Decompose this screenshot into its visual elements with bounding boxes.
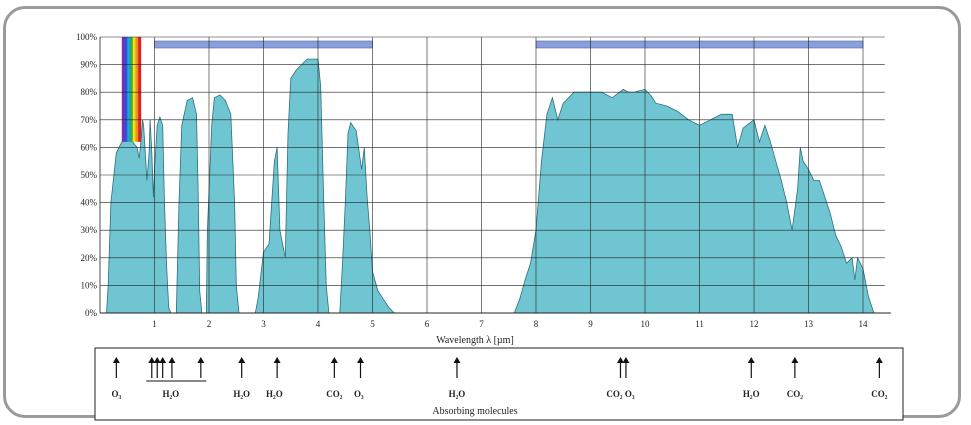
- molecule-label: CO₂: [787, 389, 804, 399]
- x-tick-label: 11: [695, 319, 704, 329]
- absorption-arrow-head: [622, 357, 630, 363]
- molecule-label: CO₂: [871, 389, 888, 399]
- molecule-label: O₃: [354, 389, 364, 399]
- y-tick-label: 20%: [81, 253, 98, 263]
- spectrum-stripe: [121, 37, 125, 142]
- molecule-label: H₂O: [162, 389, 179, 399]
- transmission-area: [106, 58, 875, 314]
- x-tick-label: 7: [479, 319, 484, 329]
- y-tick-label: 10%: [81, 280, 98, 290]
- molecule-label: CO₂: [326, 389, 343, 399]
- x-tick-label: 10: [641, 319, 651, 329]
- absorption-arrow-head: [330, 357, 338, 363]
- molecule-label: H₂O: [743, 389, 760, 399]
- x-tick-label: 3: [261, 319, 266, 329]
- molecule-panel: [94, 347, 904, 421]
- x-tick-label: 1: [152, 319, 157, 329]
- y-tick-label: 60%: [81, 142, 98, 152]
- molecule-markers: O₃ H₂O H₂O H₂O CO₂ O₃ H₂O CO₂ O₃ H₂O CO₂ CO₂: [111, 357, 888, 399]
- absorption-arrow-head: [357, 357, 365, 363]
- absorption-arrow-head: [453, 357, 461, 363]
- absorption-arrow-head: [875, 357, 883, 363]
- absorption-arrow-head: [153, 357, 161, 363]
- bottom-label: Absorbing molecules: [432, 406, 517, 417]
- x-tick-label: 13: [804, 319, 814, 329]
- absorption-arrow-head: [273, 357, 281, 363]
- x-tick-label: 8: [534, 319, 539, 329]
- absorption-arrow-head: [159, 357, 167, 363]
- absorption-arrow-head: [112, 357, 120, 363]
- x-tick-label: 12: [750, 319, 759, 329]
- molecule-label: CO₂ O₃: [606, 389, 634, 399]
- visible-spectrum-strip: [121, 37, 142, 142]
- spectrum-stripe: [127, 37, 131, 142]
- y-tick-label: 40%: [81, 198, 98, 208]
- x-tick-label: 4: [316, 319, 321, 329]
- absorption-arrow-head: [791, 357, 799, 363]
- y-tick-label: 80%: [81, 87, 98, 97]
- x-axis-ticks: 1 2 3 4 5 6 7 8 9 10 11 12 13 14: [152, 319, 868, 329]
- absorption-arrow-head: [168, 357, 176, 363]
- window-bands: [154, 40, 864, 49]
- x-axis-label: Wavelength λ [µm]: [436, 335, 514, 346]
- absorption-arrow-head: [197, 357, 205, 363]
- absorption-arrow-head: [148, 357, 156, 363]
- x-tick-label: 9: [588, 319, 593, 329]
- x-tick-label: 2: [207, 319, 212, 329]
- molecule-label: H₂O: [266, 389, 283, 399]
- y-tick-label: 70%: [81, 115, 98, 125]
- plot-grid: [99, 36, 891, 314]
- x-tick-label: 6: [425, 319, 430, 329]
- y-tick-label: 0%: [85, 308, 98, 318]
- spectrum-stripe: [132, 37, 136, 142]
- absorption-arrow-head: [747, 357, 755, 363]
- y-tick-label: 90%: [81, 60, 98, 70]
- y-tick-label: 30%: [81, 225, 98, 235]
- spectrum-stripe: [124, 37, 128, 142]
- y-tick-label: 100%: [76, 32, 98, 42]
- spectrum-stripe: [135, 37, 139, 142]
- y-axis-ticks: 0% 10% 20% 30% 40% 50% 60% 70% 80% 90% 100%: [76, 32, 98, 318]
- transmission-series: [106, 58, 875, 314]
- absorption-arrow-head: [616, 357, 624, 363]
- spectrum-stripe: [138, 37, 142, 142]
- absorption-arrow-head: [238, 357, 246, 363]
- y-tick-label: 50%: [81, 170, 98, 180]
- x-tick-label: 5: [370, 319, 375, 329]
- molecule-label: O₃: [111, 389, 121, 399]
- molecule-label: H₂O: [233, 389, 250, 399]
- molecule-label: H₂O: [449, 389, 466, 399]
- spectrum-stripe: [129, 37, 133, 142]
- x-tick-label: 14: [859, 319, 869, 329]
